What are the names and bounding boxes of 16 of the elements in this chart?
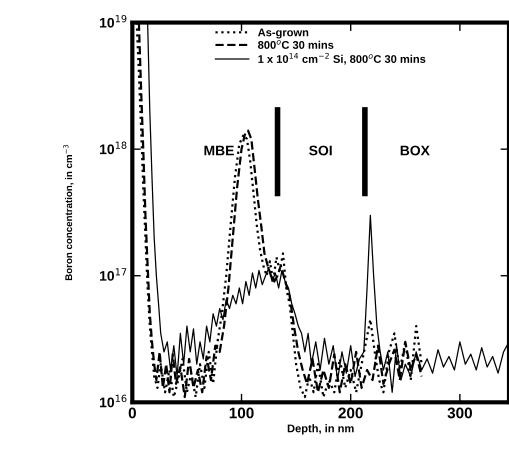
legend-label: 800$^{o}$C 30 mins bbox=[258, 40, 334, 49]
y-tick-label: 10$^{18}$ bbox=[100, 142, 126, 154]
x-tick-label: 0 bbox=[128, 408, 136, 418]
annotation: SOI bbox=[309, 146, 332, 156]
legend-label: 1 x 10$^{14}$ cm$^{−2}$ Si, 800$^{o}$C 30 mins bbox=[258, 52, 426, 65]
y-tick-label: 10$^{16}$ bbox=[100, 394, 126, 408]
y-tick-label: 10$^{17}$ bbox=[100, 268, 126, 281]
legend-label: As-grown bbox=[258, 28, 308, 39]
x-tick-label: 200 bbox=[338, 408, 363, 418]
y-tick-label: 10$^{19}$ bbox=[100, 14, 126, 28]
y-axis-title: Boron concentration, in cm$^{−3}$ bbox=[63, 144, 74, 280]
x-axis-title: Depth, in nm bbox=[288, 424, 354, 435]
x-tick-label: 300 bbox=[447, 408, 472, 418]
annotation: MBE bbox=[204, 146, 234, 156]
annotation: BOX bbox=[400, 146, 430, 156]
x-tick-label: 100 bbox=[230, 408, 254, 418]
